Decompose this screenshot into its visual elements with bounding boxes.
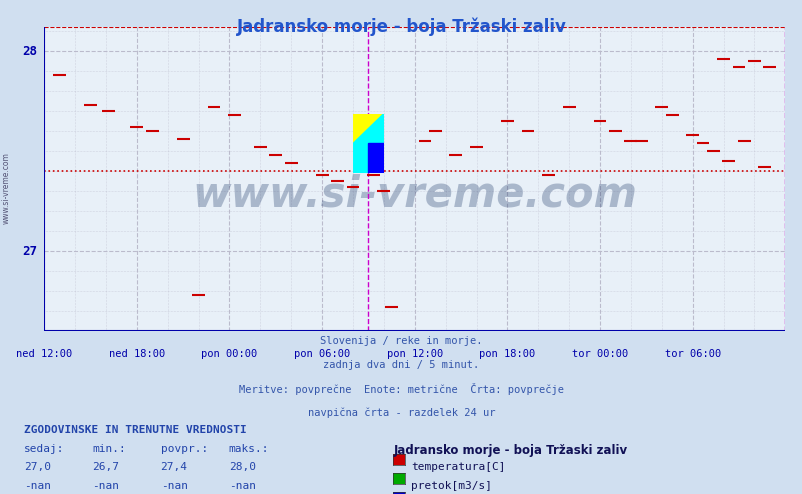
- Text: sedaj:: sedaj:: [24, 444, 64, 453]
- Text: maks.:: maks.:: [229, 444, 269, 453]
- Text: ZGODOVINSKE IN TRENUTNE VREDNOSTI: ZGODOVINSKE IN TRENUTNE VREDNOSTI: [24, 425, 246, 435]
- Text: ned 18:00: ned 18:00: [108, 349, 164, 359]
- Text: Meritve: povprečne  Enote: metrične  Črta: povprečje: Meritve: povprečne Enote: metrične Črta:…: [239, 383, 563, 395]
- Text: pretok[m3/s]: pretok[m3/s]: [411, 481, 492, 491]
- Text: 27,0: 27,0: [24, 462, 51, 472]
- Polygon shape: [368, 143, 383, 173]
- Text: tor 00:00: tor 00:00: [571, 349, 627, 359]
- Polygon shape: [353, 114, 383, 173]
- Text: tor 06:00: tor 06:00: [664, 349, 720, 359]
- Text: pon 12:00: pon 12:00: [386, 349, 443, 359]
- Text: 26,7: 26,7: [92, 462, 119, 472]
- Text: temperatura[C]: temperatura[C]: [411, 462, 505, 472]
- Text: Jadransko morje - boja Tržaski zaliv: Jadransko morje - boja Tržaski zaliv: [393, 444, 627, 456]
- Text: pon 06:00: pon 06:00: [294, 349, 350, 359]
- Text: min.:: min.:: [92, 444, 126, 453]
- Text: -nan: -nan: [160, 481, 188, 491]
- Text: 27: 27: [22, 245, 38, 257]
- Text: povpr.:: povpr.:: [160, 444, 208, 453]
- Text: pon 00:00: pon 00:00: [201, 349, 257, 359]
- Text: Slovenija / reke in morje.: Slovenija / reke in morje.: [320, 336, 482, 346]
- Text: 28: 28: [22, 44, 38, 58]
- Text: www.si-vreme.com: www.si-vreme.com: [192, 173, 637, 215]
- Text: pon 18:00: pon 18:00: [479, 349, 535, 359]
- Text: www.si-vreme.com: www.si-vreme.com: [2, 152, 11, 224]
- Text: -nan: -nan: [24, 481, 51, 491]
- Text: Jadransko morje - boja Tržaski zaliv: Jadransko morje - boja Tržaski zaliv: [237, 17, 565, 36]
- Text: zadnja dva dni / 5 minut.: zadnja dva dni / 5 minut.: [323, 360, 479, 370]
- Text: navpična črta - razdelek 24 ur: navpična črta - razdelek 24 ur: [307, 407, 495, 417]
- Text: ned 12:00: ned 12:00: [16, 349, 72, 359]
- Text: 28,0: 28,0: [229, 462, 256, 472]
- Text: -nan: -nan: [229, 481, 256, 491]
- Polygon shape: [353, 114, 383, 143]
- Text: -nan: -nan: [92, 481, 119, 491]
- Text: 27,4: 27,4: [160, 462, 188, 472]
